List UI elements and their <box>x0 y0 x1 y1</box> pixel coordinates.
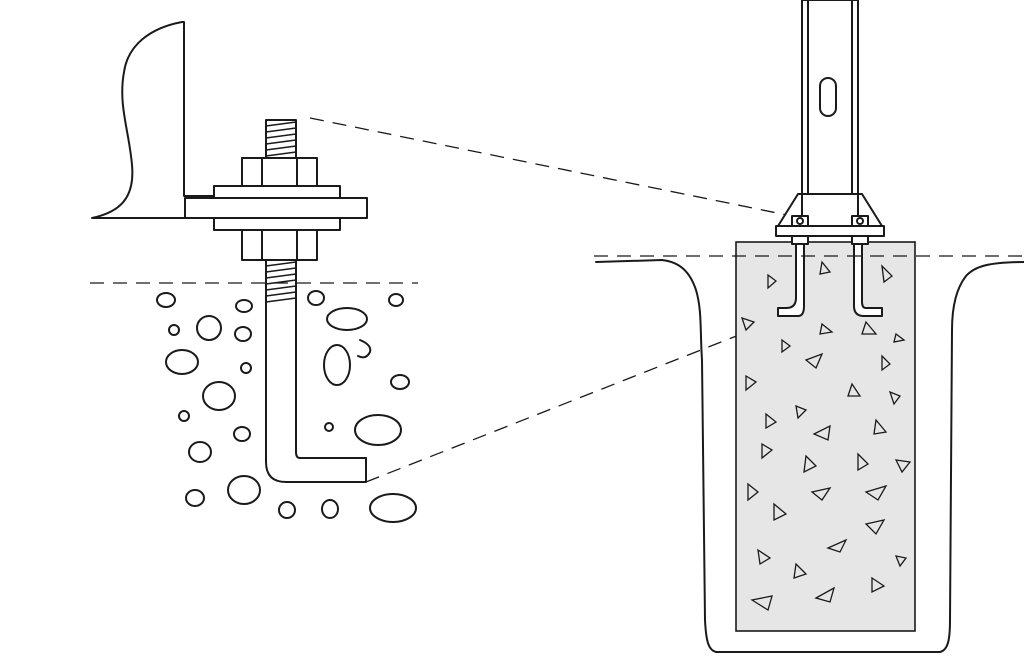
detail-washer-plate <box>184 197 368 219</box>
pole <box>801 0 859 195</box>
detail-upper-washer <box>213 185 341 199</box>
detail-nut-lower <box>241 229 318 261</box>
detail-gravel <box>156 290 417 523</box>
connector-line-bottom <box>365 317 783 483</box>
assembly-view <box>594 0 1024 653</box>
detail-nut-upper <box>241 157 318 187</box>
concrete-footing <box>735 241 916 632</box>
base-plate <box>775 225 885 237</box>
soil-excavation <box>595 259 1024 653</box>
footing-bolt-right <box>853 243 883 317</box>
detail-bolt-thread-top <box>265 121 297 157</box>
detail-anchor-bolt <box>265 259 367 483</box>
detail-angle-bracket <box>91 21 215 219</box>
detail-view <box>90 21 418 523</box>
concrete-aggregate <box>740 260 912 612</box>
base-plate-nuts <box>791 215 869 245</box>
detail-bolt-thread-bottom <box>265 261 297 303</box>
detail-lower-washer <box>213 217 341 231</box>
connector-line-top <box>309 117 793 217</box>
pole-slot <box>819 77 837 117</box>
footing-bolt-left <box>777 243 805 317</box>
